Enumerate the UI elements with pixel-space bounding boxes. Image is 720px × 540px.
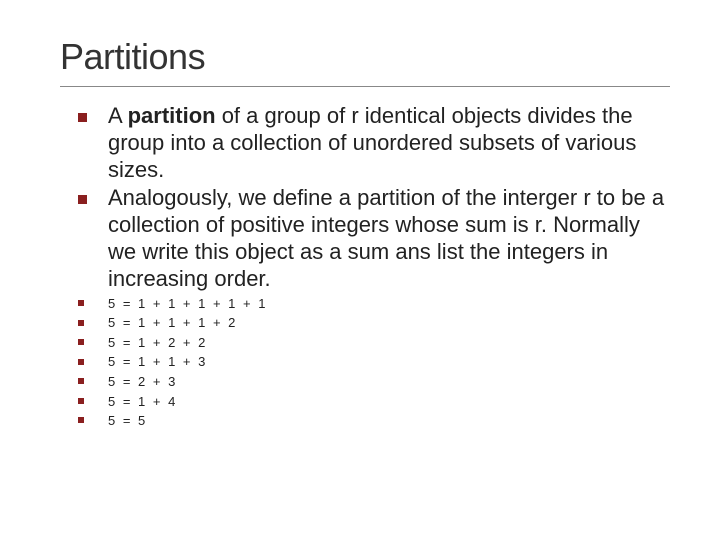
bullet-item-equation: 5 = 1 + 2 + 2 (78, 334, 670, 352)
square-bullet-icon (78, 398, 84, 404)
bullet-text-bold: partition (128, 103, 216, 128)
square-bullet-icon (78, 417, 84, 423)
square-bullet-icon (78, 300, 84, 306)
square-bullet-icon (78, 339, 84, 345)
equation-text: 5 = 1 + 1 + 1 + 1 + 1 (108, 296, 267, 311)
bullet-text-prefix: A (108, 103, 128, 128)
title-divider (60, 86, 670, 87)
slide-container: Partitions A partition of a group of r i… (0, 0, 720, 540)
square-bullet-icon (78, 359, 84, 365)
bullet-item-equation: 5 = 1 + 1 + 3 (78, 353, 670, 371)
equation-text: 5 = 1 + 1 + 3 (108, 354, 207, 369)
equation-text: 5 = 2 + 3 (108, 374, 177, 389)
equation-text: 5 = 5 (108, 413, 147, 428)
square-bullet-icon (78, 113, 87, 122)
bullet-item-main: A partition of a group of r identical ob… (78, 103, 670, 183)
bullet-item-equation: 5 = 5 (78, 412, 670, 430)
bullet-item-equation: 5 = 1 + 4 (78, 393, 670, 411)
equation-text: 5 = 1 + 4 (108, 394, 177, 409)
bullet-item-equation: 5 = 1 + 1 + 1 + 1 + 1 (78, 295, 670, 313)
equation-text: 5 = 1 + 1 + 1 + 2 (108, 315, 237, 330)
square-bullet-icon (78, 320, 84, 326)
slide-title: Partitions (60, 36, 670, 78)
bullet-list: A partition of a group of r identical ob… (60, 103, 670, 430)
bullet-item-main: Analogously, we define a partition of th… (78, 185, 670, 292)
square-bullet-icon (78, 378, 84, 384)
bullet-text-rest: Analogously, we define a partition of th… (108, 185, 664, 290)
equation-text: 5 = 1 + 2 + 2 (108, 335, 207, 350)
bullet-item-equation: 5 = 2 + 3 (78, 373, 670, 391)
square-bullet-icon (78, 195, 87, 204)
bullet-item-equation: 5 = 1 + 1 + 1 + 2 (78, 314, 670, 332)
